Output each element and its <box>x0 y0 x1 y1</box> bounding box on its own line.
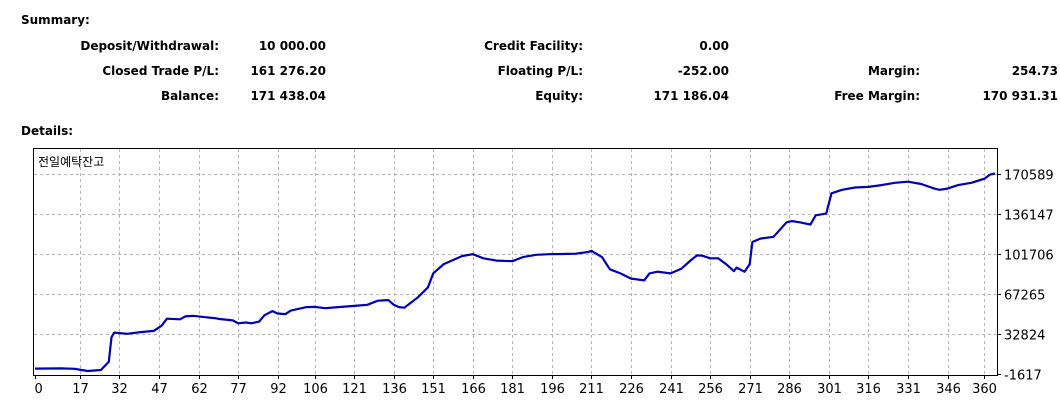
floating-pl-value: -252.00 <box>677 64 729 78</box>
series-line <box>34 172 996 373</box>
y-tick-label: -1617 <box>1004 369 1042 384</box>
deposit-label: Deposit/Withdrawal: <box>80 39 219 53</box>
x-tick-label: 92 <box>270 382 287 397</box>
x-tick-label: 301 <box>817 382 842 397</box>
y-tick-label: 170589 <box>1004 169 1054 184</box>
x-tick-label: 106 <box>303 382 328 397</box>
x-tick-label: 17 <box>72 382 89 397</box>
x-tick-label: 226 <box>619 382 644 397</box>
x-tick-label: 211 <box>579 382 604 397</box>
y-tick-label: 32824 <box>1004 329 1045 344</box>
x-tick-label: 316 <box>856 382 881 397</box>
x-tick-label: 136 <box>382 382 407 397</box>
x-tick-label: 47 <box>151 382 168 397</box>
deposit-value: 10 000.00 <box>258 39 326 53</box>
x-tick-label: 256 <box>698 382 723 397</box>
closed-pl-label: Closed Trade P/L: <box>102 64 219 78</box>
floating-pl-label: Floating P/L: <box>497 64 583 78</box>
x-tick-label: 32 <box>111 382 128 397</box>
margin-value: 254.73 <box>1011 64 1058 78</box>
x-tick-label: 241 <box>659 382 684 397</box>
x-tick-label: 166 <box>461 382 486 397</box>
x-tick-label: 331 <box>896 382 921 397</box>
x-tick-label: 121 <box>342 382 367 397</box>
chart-title: 전일예탁잔고 <box>38 155 104 169</box>
x-tick-label: 360 <box>972 382 997 397</box>
closed-pl-value: 161 276.20 <box>250 64 326 78</box>
x-tick-label: 271 <box>738 382 763 397</box>
y-tick-label: 67265 <box>1004 289 1045 304</box>
details-heading: Details: <box>21 124 74 138</box>
x-tick-label: 62 <box>191 382 208 397</box>
balance-value: 171 438.04 <box>250 89 326 103</box>
y-tick-label: 136147 <box>1004 209 1054 224</box>
margin-label: Margin: <box>867 64 920 78</box>
credit-value: 0.00 <box>699 39 729 53</box>
balance-label: Balance: <box>160 89 219 103</box>
credit-label: Credit Facility: <box>484 39 583 53</box>
x-tick-label: 286 <box>777 382 802 397</box>
x-tick-label: 0 <box>35 382 43 397</box>
equity-value: 171 186.04 <box>653 89 729 103</box>
x-tick-label: 77 <box>230 382 247 397</box>
free-margin-value: 170 931.31 <box>982 89 1058 103</box>
x-tick-label: 196 <box>540 382 565 397</box>
summary-heading: Summary: <box>21 13 90 27</box>
x-tick-label: 346 <box>936 382 961 397</box>
equity-label: Equity: <box>535 89 583 103</box>
free-margin-label: Free Margin: <box>834 89 920 103</box>
y-tick-label: 101706 <box>1004 249 1054 264</box>
x-tick-label: 151 <box>421 382 446 397</box>
plot-frame <box>33 148 998 376</box>
x-tick-label: 181 <box>500 382 525 397</box>
